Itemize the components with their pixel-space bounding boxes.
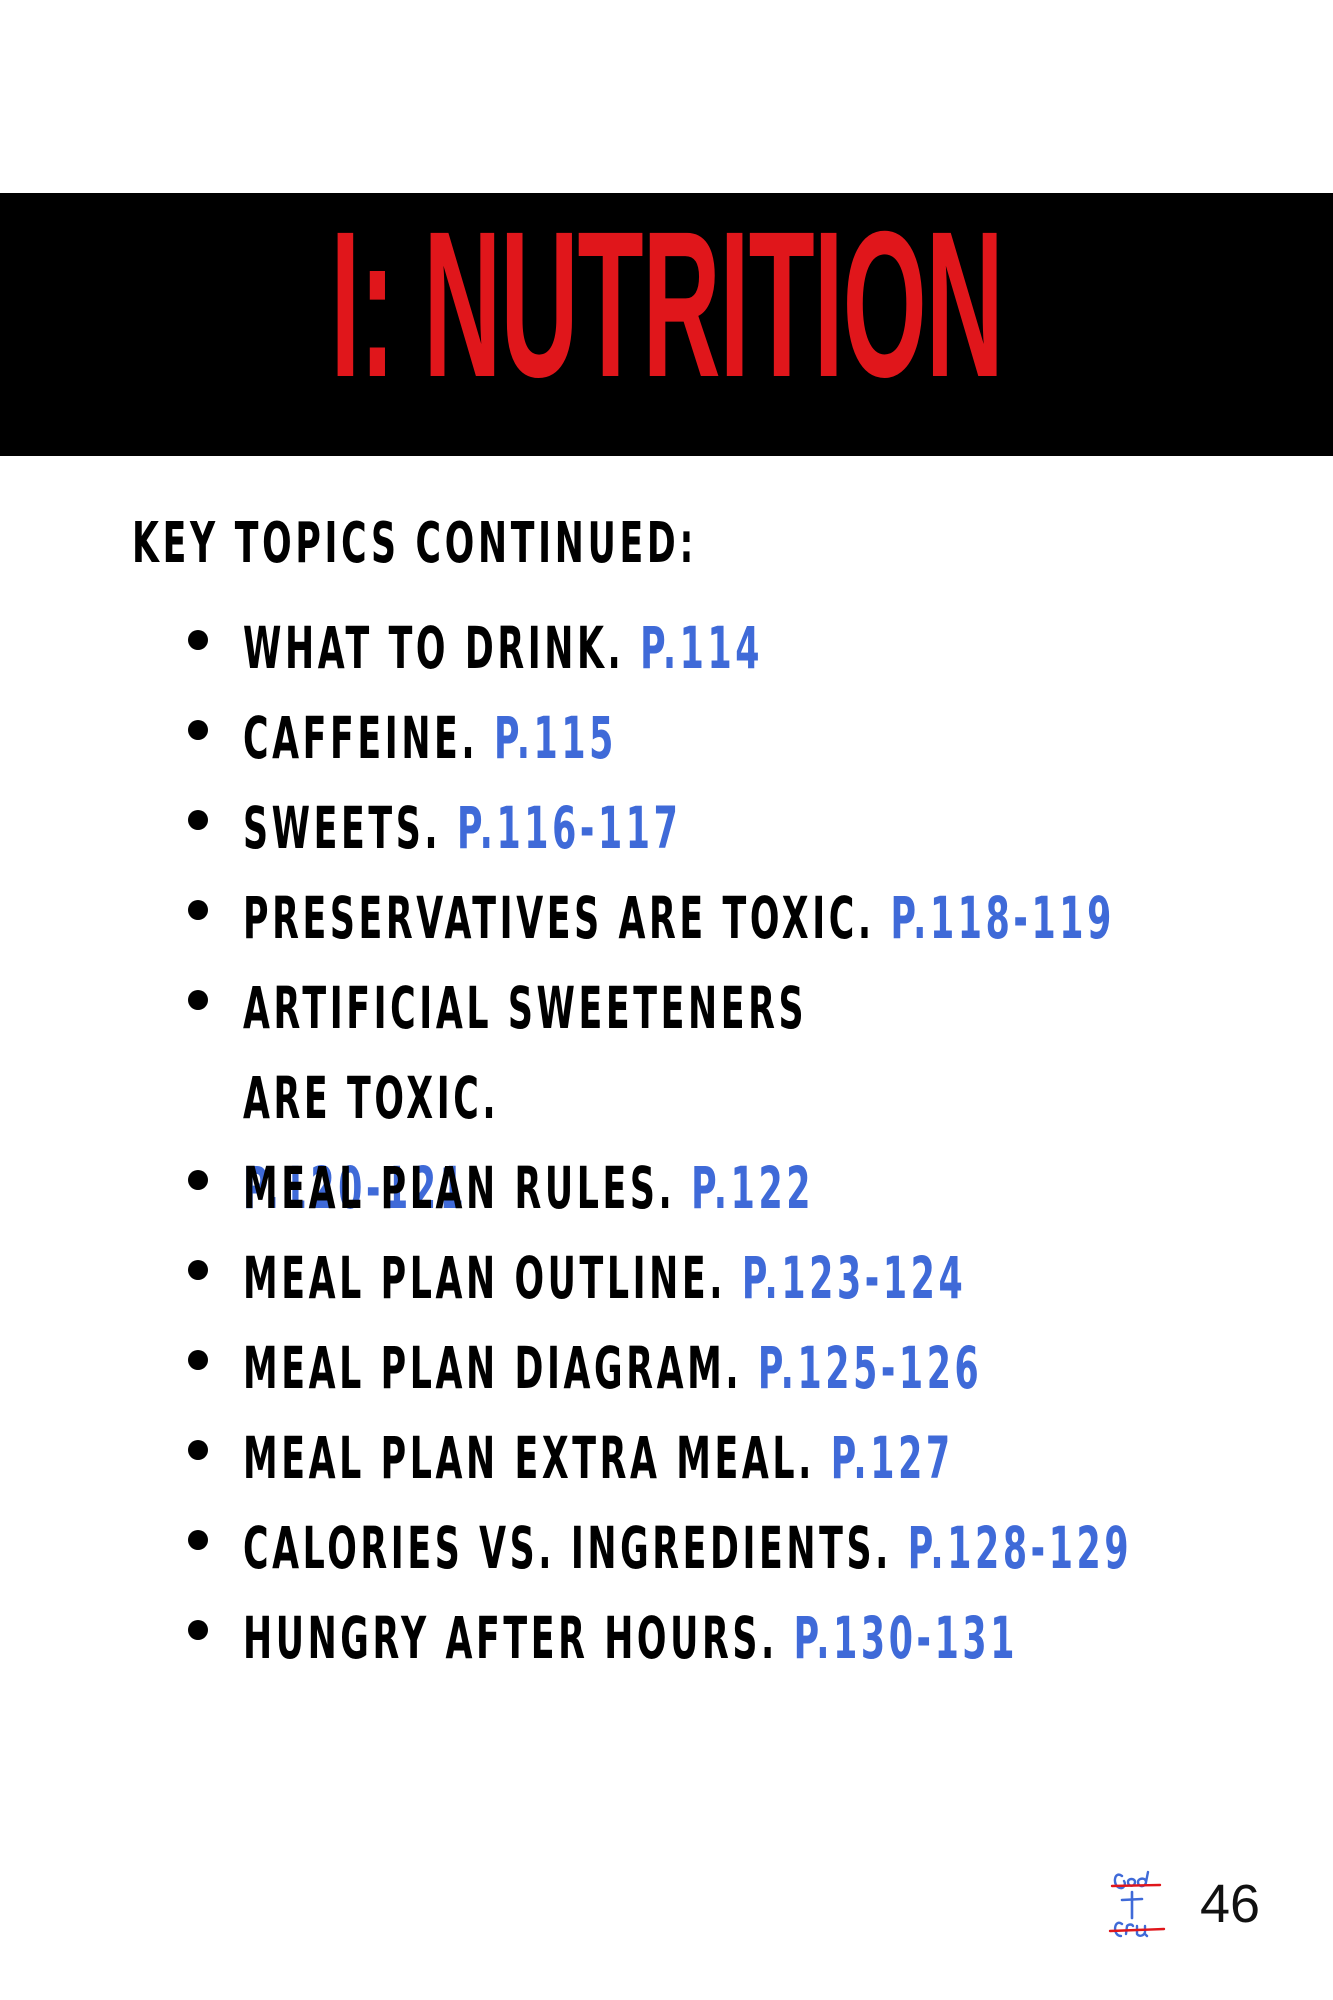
key-topics-heading: KEY TOPICS CONTINUED: xyxy=(132,511,698,576)
topic-label: MEAL PLAN EXTRA MEAL. xyxy=(243,1424,815,1492)
list-item: ARTIFICIAL SWEETENERS ARE TOXIC. P.120-12… xyxy=(0,955,1333,1222)
bullet-icon xyxy=(188,1530,208,1550)
page-number: 46 xyxy=(1200,1874,1261,1934)
bullet-icon xyxy=(188,1170,208,1190)
list-item: SWEETS. P.116-117 xyxy=(0,775,1333,865)
page-reference: P.122 xyxy=(691,1154,815,1222)
page-reference: P.116-117 xyxy=(456,794,682,862)
list-item: WHAT TO DRINK. P.114 xyxy=(0,595,1333,685)
topic-label: HUNGRY AFTER HOURS. xyxy=(243,1604,778,1672)
list-item: MEAL PLAN EXTRA MEAL. P.127 xyxy=(0,1405,1333,1495)
page-reference: P.118-119 xyxy=(890,884,1115,952)
section-title: I: NUTRITION xyxy=(330,193,1003,421)
section-banner: I: NUTRITION xyxy=(0,193,1333,456)
topic-label: SWEETS. xyxy=(243,794,442,862)
topic-label: MEAL PLAN OUTLINE. xyxy=(243,1244,727,1312)
list-item: CALORIES VS. INGREDIENTS. P.128-129 xyxy=(0,1495,1333,1585)
page-reference: P.114 xyxy=(640,614,764,682)
bullet-icon xyxy=(188,1620,208,1640)
page-reference: P.127 xyxy=(830,1424,954,1492)
topic-label: MEAL PLAN RULES. xyxy=(243,1154,676,1222)
bullet-icon xyxy=(188,1440,208,1460)
list-item: MEAL PLAN DIAGRAM. P.125-126 xyxy=(0,1315,1333,1405)
bullet-icon xyxy=(188,990,208,1010)
page-reference: P.115 xyxy=(493,704,617,772)
bullet-icon xyxy=(188,810,208,830)
page-reference: P.120-121 xyxy=(243,1154,468,1222)
page-reference: P.125-126 xyxy=(757,1334,983,1402)
list-item: PRESERVATIVES ARE TOXIC. P.118-119 xyxy=(0,865,1333,955)
bullet-icon xyxy=(188,720,208,740)
page-reference: P.128-129 xyxy=(907,1514,1133,1582)
god-first-gru-logo-icon xyxy=(1108,1860,1182,1946)
topic-label: ARTIFICIAL SWEETENERS ARE TOXIC. xyxy=(243,974,808,1132)
topic-label: PRESERVATIVES ARE TOXIC. xyxy=(243,884,875,952)
page-reference: P.130-131 xyxy=(793,1604,1019,1672)
list-item: MEAL PLAN RULES. P.122 xyxy=(0,1135,1333,1225)
topic-label: CALORIES VS. INGREDIENTS. xyxy=(243,1514,892,1582)
topic-label: WHAT TO DRINK. xyxy=(243,614,625,682)
topic-label: CAFFEINE. xyxy=(243,704,479,772)
list-item: MEAL PLAN OUTLINE. P.123-124 xyxy=(0,1225,1333,1315)
list-item: HUNGRY AFTER HOURS. P.130-131 xyxy=(0,1585,1333,1675)
bullet-icon xyxy=(188,1350,208,1370)
topic-list: WHAT TO DRINK. P.114 CAFFEINE. P.115 SWE… xyxy=(0,595,1333,1675)
topic-label: MEAL PLAN DIAGRAM. xyxy=(243,1334,743,1402)
bullet-icon xyxy=(188,900,208,920)
list-item: CAFFEINE. P.115 xyxy=(0,685,1333,775)
bullet-icon xyxy=(188,1260,208,1280)
bullet-icon xyxy=(188,630,208,650)
page-reference: P.123-124 xyxy=(741,1244,967,1312)
